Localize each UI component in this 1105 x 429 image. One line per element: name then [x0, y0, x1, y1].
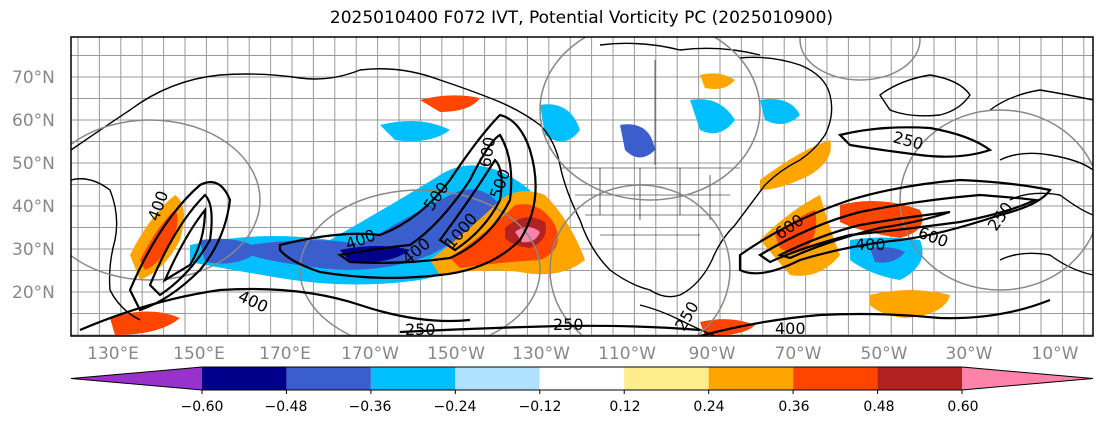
lon-label: 150°W — [427, 344, 485, 364]
colorbar-segment — [877, 367, 962, 390]
colorbar-tick-label: 0.24 — [693, 399, 725, 415]
political-borders — [560, 60, 740, 236]
colorbar-tick-label: −0.60 — [180, 399, 224, 415]
pv-positive-greenland — [700, 73, 735, 89]
contour-label: 250 — [984, 198, 1017, 234]
pv-negative-alaska — [380, 121, 450, 142]
colorbar-tick-label: −0.24 — [433, 399, 477, 415]
contour-label: 400 — [775, 319, 806, 338]
lat-label: 70°N — [12, 68, 55, 88]
colorbar-extend-low — [71, 367, 202, 390]
pv-shading — [110, 73, 950, 336]
plot-frame — [70, 36, 1094, 337]
pv-negative-west-pacific — [200, 238, 260, 264]
lon-label: 130°E — [87, 344, 139, 364]
contour-label: 400 — [235, 286, 271, 316]
lat-label: 20°N — [12, 283, 55, 303]
contour-label: 250 — [405, 320, 436, 339]
contour-label: 250 — [891, 128, 925, 154]
pv-negative-nw-canada — [540, 104, 580, 142]
pv-negative-hudson — [620, 124, 655, 158]
lon-label: 70°W — [774, 344, 822, 364]
pv-positive-sw-corner — [110, 311, 180, 335]
colorbar-tick-label: 0.12 — [609, 399, 641, 415]
contour-label: 600 — [475, 135, 499, 168]
lat-label: 30°N — [12, 240, 55, 260]
colorbar-segment — [455, 367, 540, 390]
map-plot-area: 400 400 400 400 500 500 600 600 1000 250… — [71, 37, 1093, 339]
lon-label: 170°W — [341, 344, 399, 364]
lon-label: 30°W — [945, 344, 993, 364]
chart-title: 2025010400 F072 IVT, Potential Vorticity… — [329, 8, 834, 28]
contour-label: 250 — [553, 315, 584, 334]
lon-label: 150°E — [173, 344, 225, 364]
pv-positive-west-asia-core — [140, 210, 178, 270]
lon-label: 110°W — [598, 344, 656, 364]
colorbar — [70, 366, 1094, 394]
colorbar-segment — [624, 367, 709, 390]
colorbar-segment — [793, 367, 878, 390]
colorbar-tick-label: 0.60 — [947, 399, 979, 415]
coastlines — [71, 42, 1093, 336]
lat-label: 60°N — [12, 111, 55, 131]
graticule — [71, 37, 1093, 336]
pv-negative-atlantic-core — [870, 247, 905, 263]
pv-negative-hudson2 — [690, 99, 735, 134]
lon-label: 10°W — [1031, 344, 1079, 364]
lon-label: 130°W — [512, 344, 570, 364]
gray-contours — [71, 37, 1093, 336]
ivt-contours — [79, 113, 1052, 336]
lon-label: 90°W — [688, 344, 736, 364]
colorbar-segment — [202, 367, 287, 390]
pv-positive-alaska — [420, 95, 480, 112]
colorbar-tick-label: 0.48 — [863, 399, 895, 415]
lat-label: 50°N — [12, 154, 55, 174]
pv-negative-core2 — [340, 246, 410, 263]
colorbar-tick-label: −0.48 — [264, 399, 308, 415]
colorbar-tick-label: −0.36 — [348, 399, 392, 415]
lon-label: 50°W — [860, 344, 908, 364]
lon-label: 170°E — [259, 344, 311, 364]
colorbar-tick-label: 0.36 — [778, 399, 810, 415]
colorbar-segment — [286, 367, 371, 390]
pv-positive-atlantic-east2 — [760, 140, 831, 190]
pv-positive-east-atlantic — [870, 290, 950, 318]
pv-negative-greenland — [760, 99, 800, 124]
lat-label: 40°N — [12, 197, 55, 217]
colorbar-tick-label: −0.12 — [518, 399, 562, 415]
contour-label: 400 — [855, 235, 886, 254]
colorbar-segment — [539, 367, 625, 390]
colorbar-extend-high — [962, 367, 1093, 390]
colorbar-segment — [708, 367, 794, 390]
colorbar-segment — [370, 367, 456, 390]
pv-negative-core-pacific — [250, 189, 500, 270]
